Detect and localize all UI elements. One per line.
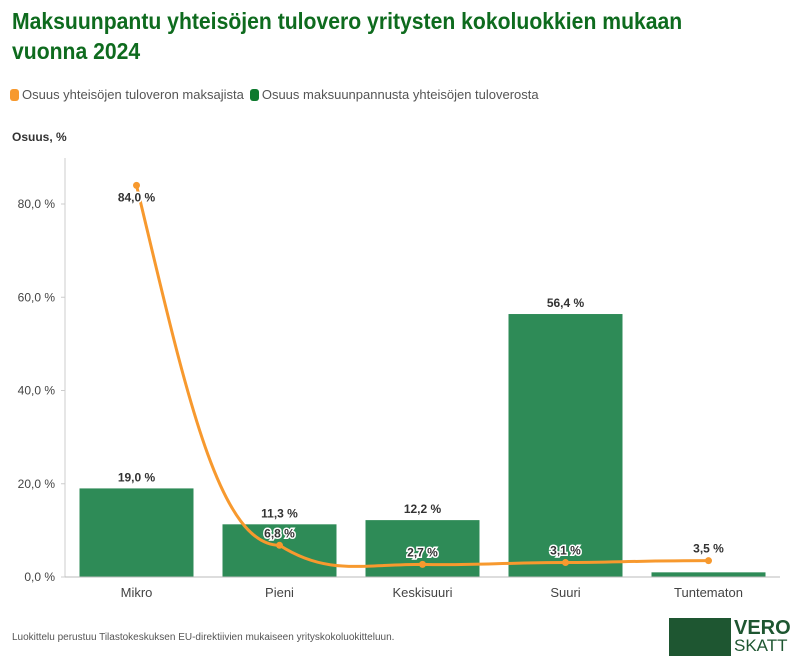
line-point: [562, 559, 569, 567]
chart-title: Maksuunpantu yhteisöjen tulovero yrityst…: [12, 8, 683, 64]
bar-label: 12,2 %: [404, 502, 442, 516]
line-label: 3,1 %: [550, 544, 581, 558]
y-tick-label: 80,0 %: [18, 197, 56, 211]
y-tick-label: 40,0 %: [18, 384, 56, 398]
logo-text-vero: VERO: [734, 617, 791, 639]
bar-label: 19,0 %: [118, 470, 156, 484]
bar-tuntematon: [651, 572, 766, 577]
x-tick-label: Mikro: [121, 585, 153, 600]
line-label: 6,8 %: [264, 526, 295, 540]
y-tick-label: 20,0 %: [18, 477, 56, 491]
x-tick-label: Keskisuuri: [393, 585, 453, 600]
bar-pieni: [222, 524, 337, 577]
line-point: [419, 560, 426, 568]
legend: Osuus yhteisöjen tuloveron maksajista Os…: [10, 87, 539, 102]
legend-label: Osuus maksuunpannusta yhteisöjen tulover…: [261, 87, 539, 102]
x-tick-label: Suuri: [550, 585, 580, 600]
bar-label: 11,3 %: [261, 506, 298, 520]
footnote: Luokittelu perustuu Tilastokeskuksen EU-…: [12, 632, 395, 643]
bar-label: 56,4 %: [547, 296, 585, 310]
legend-swatch-orange: [10, 88, 19, 101]
vero-logo: VERO SKATT: [669, 618, 791, 656]
logo-text-skatt: SKATT: [734, 636, 788, 655]
legend-label: Osuus yhteisöjen tuloveron maksajista: [22, 87, 244, 102]
line-point: [705, 557, 712, 565]
bar-suuri: [508, 314, 623, 577]
line-point: [276, 541, 283, 549]
line-series-payers: [135, 184, 709, 568]
line-point: [133, 181, 140, 189]
legend-item-tax[interactable]: Osuus maksuunpannusta yhteisöjen tulover…: [249, 87, 539, 102]
y-tick-label: 0,0 %: [24, 570, 55, 584]
y-axis-title: Osuus, %: [12, 130, 67, 144]
x-tick-label: Tuntematon: [674, 585, 743, 600]
legend-item-payers[interactable]: Osuus yhteisöjen tuloveron maksajista: [10, 87, 244, 102]
x-tick-label: Pieni: [265, 585, 294, 600]
line-label: 3,5 %: [693, 542, 724, 556]
legend-swatch-green: [249, 88, 259, 101]
bar-mikro: [79, 488, 194, 577]
y-tick-label: 60,0 %: [18, 290, 56, 304]
logo-emblem: [669, 618, 731, 656]
line-label: 2,7 %: [407, 545, 438, 559]
line-label: 84,0 %: [118, 190, 156, 204]
